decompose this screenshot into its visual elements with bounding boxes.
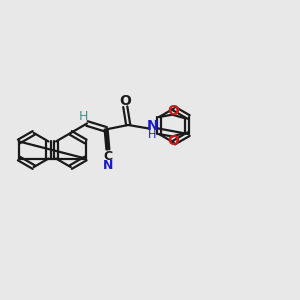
Text: N: N <box>146 119 158 133</box>
Text: N: N <box>103 159 113 172</box>
Text: H: H <box>148 130 157 140</box>
Text: O: O <box>119 94 131 108</box>
Text: H: H <box>79 110 88 123</box>
Text: C: C <box>103 150 112 163</box>
Text: O: O <box>168 134 179 148</box>
Text: O: O <box>168 103 179 118</box>
